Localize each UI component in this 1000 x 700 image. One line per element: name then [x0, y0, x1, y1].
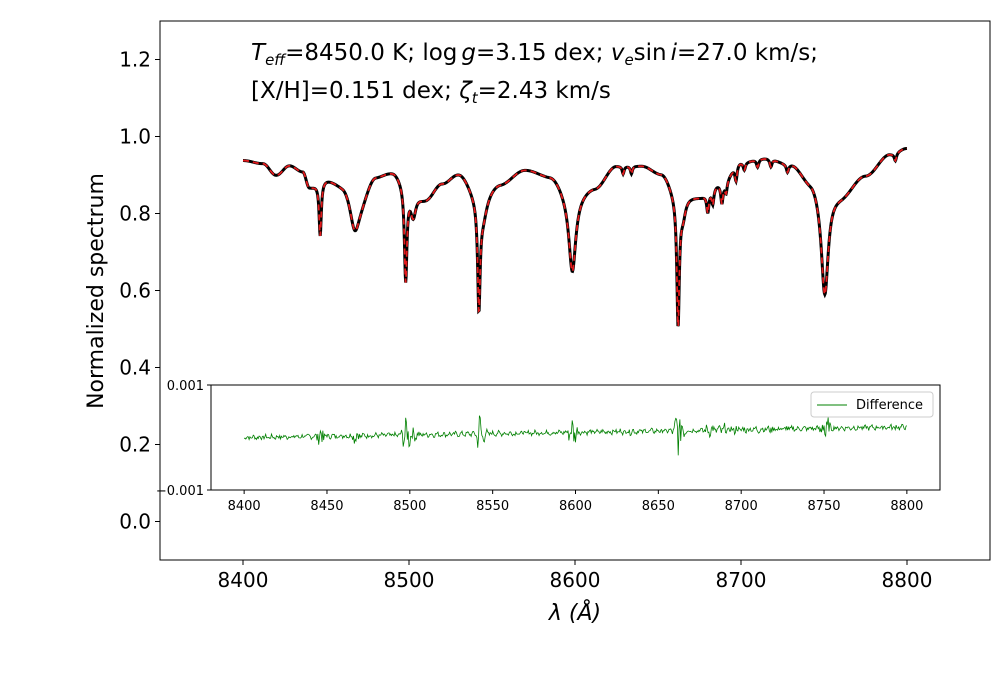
- inset-x-tick-label: 8500: [393, 499, 426, 514]
- inset-x-tick-label: 8400: [228, 499, 261, 514]
- teff-subscript: eff: [265, 51, 287, 69]
- inset-y-ticks: −0.001 0.001: [156, 379, 211, 499]
- inset-x-tick-label: 8650: [642, 499, 675, 514]
- logg-value: =3.15 dex;: [476, 40, 611, 66]
- inset-legend: Difference: [810, 391, 934, 418]
- main-x-tick-label: 8400: [218, 568, 269, 592]
- main-y-tick-label: 0.4: [119, 356, 151, 380]
- main-y-tick-label: 0.6: [119, 279, 151, 303]
- g-symbol: g: [461, 40, 476, 66]
- zeta-subscript: t: [472, 89, 479, 107]
- inset-x-tick-label: 8750: [807, 499, 840, 514]
- inset-x-tick-label: 8800: [890, 499, 923, 514]
- residual-inset-axes: 8400 8450 8500 8550 8600 8650 8700 8750 8800 −0.…: [156, 379, 941, 514]
- teff-value: =8450.0 K;: [285, 40, 422, 66]
- v-symbol: v: [611, 40, 625, 66]
- inset-x-ticks: 8400 8450 8500 8550 8600 8650 8700 8750 8800: [228, 490, 923, 514]
- inset-x-tick-label: 8600: [559, 499, 592, 514]
- i-symbol: i: [671, 40, 678, 66]
- main-y-ticks: 0.0 0.2 0.4 0.6 0.8 1.0 1.2: [119, 48, 160, 534]
- main-spectrum-lines: [242, 146, 908, 327]
- main-y-tick-label: 1.0: [119, 125, 151, 149]
- main-x-ticks: 8400 8500 8600 8700 8800: [218, 560, 933, 592]
- vsini-value: =27.0 km/s;: [677, 40, 818, 66]
- stellar-parameters-line-1: Teff=8450.0 K; log g=3.15 dex; vesin i=27.…: [251, 40, 818, 69]
- metallicity-value: [X/H]=0.151 dex;: [251, 78, 459, 104]
- main-y-tick-label: 0.8: [119, 202, 151, 226]
- y-axis-label: Normalized spectrum: [84, 173, 109, 409]
- stellar-parameters-line-2: [X/H]=0.151 dex; ζt=2.43 km/s: [251, 78, 611, 107]
- microturbulence-value: =2.43 km/s: [478, 78, 611, 104]
- main-y-tick-label: 0.0: [119, 510, 151, 534]
- logg-label: log: [422, 40, 457, 66]
- main-y-tick-label: 1.2: [119, 48, 151, 72]
- inset-x-tick-label: 8550: [476, 499, 509, 514]
- x-axis-label: λ (Å): [548, 599, 601, 626]
- inset-y-tick-label: −0.001: [156, 484, 204, 499]
- main-y-tick-label: 0.2: [119, 433, 151, 457]
- main-x-tick-label: 8500: [384, 568, 435, 592]
- model-spectrum-line: [242, 147, 908, 327]
- main-x-tick-label: 8600: [550, 568, 601, 592]
- inset-x-tick-label: 8450: [310, 499, 343, 514]
- difference-line: [243, 415, 908, 456]
- main-axes: 8400 8500 8600 8700 8800 0.0 0.2 0.4 0.6 0.8 1.0 1…: [84, 20, 991, 626]
- sin-label: sin: [634, 40, 667, 66]
- zeta-symbol: ζ: [458, 78, 473, 104]
- teff-symbol: T: [251, 40, 267, 66]
- inset-y-tick-label: 0.001: [167, 379, 204, 394]
- main-x-tick-label: 8800: [882, 568, 933, 592]
- legend-label: Difference: [856, 398, 923, 413]
- legend-box: [810, 391, 934, 418]
- v-subscript: e: [624, 51, 633, 69]
- residual-line: [243, 415, 908, 456]
- inset-x-tick-label: 8700: [725, 499, 758, 514]
- main-x-tick-label: 8700: [716, 568, 767, 592]
